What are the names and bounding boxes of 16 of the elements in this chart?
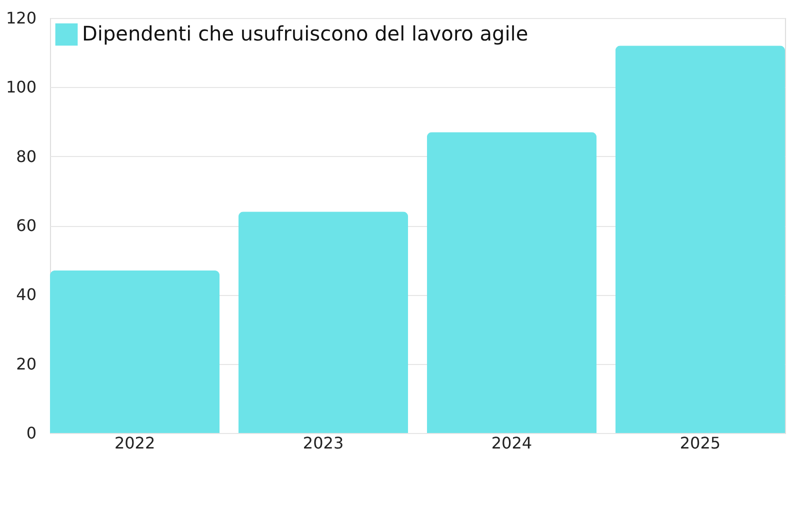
x-tick-label: 2025: [680, 434, 721, 452]
y-tick-label: 80: [16, 146, 36, 166]
y-tick-label: 100: [6, 78, 36, 97]
x-tick-label: 2022: [114, 434, 156, 452]
x-tick-label: 2024: [491, 434, 532, 452]
bar: [50, 270, 220, 433]
legend-label: Dipendenti che usufruiscono del lavoro agile: [82, 22, 528, 46]
y-tick-label: 40: [16, 285, 36, 304]
y-tick-label: 120: [6, 8, 36, 28]
bar: [615, 46, 785, 433]
y-tick-label: 60: [16, 216, 36, 235]
y-tick-label: 0: [26, 424, 36, 442]
y-tick-label: 20: [16, 354, 36, 374]
bar: [426, 132, 597, 433]
x-tick-label: 2023: [302, 434, 344, 452]
bar: [238, 212, 408, 433]
